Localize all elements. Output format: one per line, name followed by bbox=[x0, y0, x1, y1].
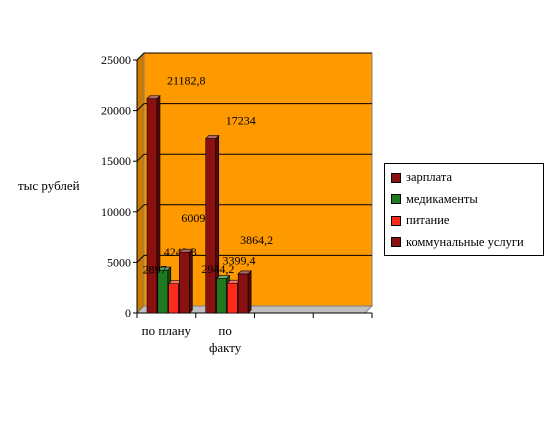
legend: зарплата медикаменты питание коммунальны… bbox=[384, 163, 544, 256]
data-label-1-1: 21182,8 bbox=[167, 74, 206, 88]
data-label-4-1: 6009 bbox=[181, 211, 205, 225]
bar-top-2-1 bbox=[157, 266, 172, 271]
x-tick-label-2-line-2: факту bbox=[209, 340, 242, 355]
legend-item-3: питание bbox=[391, 210, 543, 232]
data-label-1-2: 17234 bbox=[226, 114, 256, 128]
gridline-side-4 bbox=[136, 103, 145, 111]
legend-swatch-2 bbox=[391, 194, 401, 205]
y-tick-label-1: 5000 bbox=[107, 255, 131, 269]
y-tick-label-0: 0 bbox=[125, 306, 131, 320]
bar-3-2 bbox=[227, 282, 238, 314]
bar-top-4-1 bbox=[178, 248, 194, 253]
legend-label-1: зарплата bbox=[406, 170, 453, 185]
bar-4-1 bbox=[179, 251, 190, 314]
gridline-side-1 bbox=[136, 255, 145, 263]
bar-top-1-1 bbox=[146, 95, 161, 99]
bar-3-1 bbox=[168, 283, 179, 314]
y-tick-label-5: 25000 bbox=[101, 53, 131, 67]
bar-side-4-2 bbox=[247, 270, 252, 314]
legend-swatch-1 bbox=[391, 172, 401, 183]
data-label-3-2: 2944,2 bbox=[201, 262, 234, 276]
y-tick-label-3: 15000 bbox=[101, 154, 131, 168]
legend-label-4: коммунальные услуги bbox=[406, 234, 524, 249]
bar-top-1-2 bbox=[205, 135, 220, 139]
legend-item-1: зарплата bbox=[391, 167, 543, 189]
bar-top-4-2 bbox=[237, 270, 252, 275]
data-label-3-1: 2897 bbox=[143, 263, 167, 277]
legend-swatch-4 bbox=[391, 237, 401, 248]
legend-swatch-3 bbox=[391, 215, 401, 226]
data-label-2-2: 3399,4 bbox=[223, 254, 256, 268]
bar-2-2 bbox=[216, 278, 227, 314]
gridline-side-3 bbox=[136, 153, 145, 162]
legend-label-2: медикаменты bbox=[406, 191, 478, 206]
bar-4-2 bbox=[237, 273, 249, 314]
plot-back-wall bbox=[143, 52, 373, 307]
legend-item-4: коммунальные услуги bbox=[391, 232, 543, 254]
bar-1-1 bbox=[146, 98, 158, 314]
x-tick-label-2: по bbox=[218, 323, 231, 338]
bar-top-2-2 bbox=[215, 275, 231, 279]
gridline-side-5 bbox=[136, 52, 145, 61]
data-label-4-2: 3864,2 bbox=[240, 233, 273, 247]
y-tick-label-4: 20000 bbox=[101, 104, 131, 118]
bar-side-4-1 bbox=[189, 248, 193, 314]
y-axis-label: тыс рублей bbox=[18, 178, 80, 193]
legend-label-3: питание bbox=[406, 213, 450, 228]
legend-item-2: медикаменты bbox=[391, 189, 543, 211]
y-tick-label-2: 10000 bbox=[101, 205, 131, 219]
gridline-side-2 bbox=[136, 204, 145, 213]
x-tick-label-1: по плану bbox=[142, 323, 192, 338]
bar-1-2 bbox=[205, 138, 217, 314]
